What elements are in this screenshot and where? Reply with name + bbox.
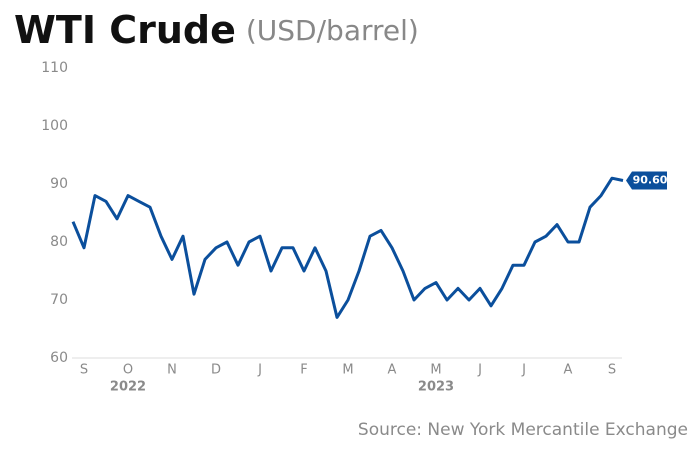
chart-title: WTI Crude (USD/barrel) [14,8,419,52]
y-tick-label: 100 [41,118,68,134]
y-tick-label: 90 [50,176,68,192]
y-tick-label: 80 [50,234,68,250]
label-tag [626,171,667,190]
x-tick-label: F [300,363,307,378]
y-tick-label: 110 [41,60,68,76]
x-tick-label: J [257,363,262,378]
y-tick-label: 60 [50,350,68,366]
title: WTI Crude [14,8,236,52]
x-tick-label: A [564,363,573,378]
x-tick-label: S [608,363,616,378]
end-label: 90.60 [626,171,668,190]
x-tick-label: N [167,363,177,378]
x-tick-label: S [80,363,88,378]
line [71,176,624,319]
source: Source: New York Mercantile Exchange [358,420,688,440]
y-tick-label: 70 [50,292,68,308]
x-tick-label: M [342,363,353,378]
value-label: 90.60 [633,174,668,187]
x-tick-label: J [477,363,482,378]
x-tick-label: O [123,363,133,378]
year-label: 2023 [418,380,454,395]
subtitle: (USD/barrel) [246,14,419,47]
year-label: 2022 [110,380,146,395]
x-tick-label: J [521,363,526,378]
x-tick-label: D [211,363,221,378]
x-tick-label: M [430,363,441,378]
x-tick-label: A [388,363,397,378]
